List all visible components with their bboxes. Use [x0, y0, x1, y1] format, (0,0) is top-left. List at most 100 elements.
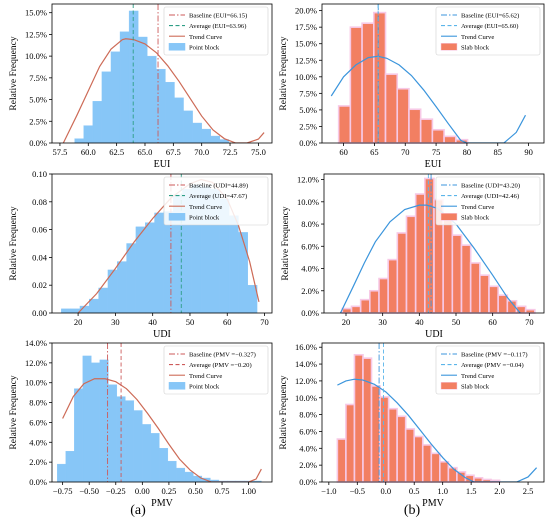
x-tick-label: 62.5 [109, 147, 124, 157]
y-tick-label: 2.0% [29, 457, 47, 467]
legend-swatch [168, 382, 186, 390]
bar-4 [384, 73, 399, 144]
x-tick-label: 67.5 [166, 147, 181, 157]
x-tick-label: 75.0 [251, 147, 266, 157]
y-tick-label: 2.5% [299, 121, 317, 131]
bar-16 [488, 285, 499, 314]
legend-label: Baseline (UDI=44.89) [189, 183, 248, 190]
bar-5 [396, 87, 410, 144]
bar-19 [238, 232, 248, 314]
bar-11 [174, 97, 184, 144]
y-tick-label: 20.0% [295, 6, 317, 16]
legend-label: Trend Curve [189, 204, 222, 211]
legend-box [163, 6, 269, 56]
bar-14 [176, 467, 186, 483]
x-tick-label: 50 [452, 317, 461, 327]
bar-8 [414, 193, 426, 314]
axes-frame [323, 173, 545, 314]
x-tick-label: 0.5 [409, 486, 420, 496]
bar-3 [362, 357, 373, 483]
bar-11 [163, 211, 174, 314]
legend: Baseline (PMV =−0.117) Average (PMV =−0.0… [435, 345, 541, 395]
bar-7 [419, 118, 434, 144]
x-tick-label: 70 [525, 317, 534, 327]
bar-1 [345, 403, 356, 483]
legend-box [435, 176, 541, 226]
y-tick-label: 10.0% [295, 393, 317, 403]
x-tick-label: 50 [186, 317, 195, 327]
bar-11 [442, 213, 454, 314]
x-tick-label: 60 [223, 317, 232, 327]
x-tick-label: 65 [370, 147, 379, 157]
bar-15 [210, 135, 221, 144]
bar-7 [396, 415, 407, 483]
x-tick-label: 60 [488, 317, 497, 327]
x-tick-label: 60 [339, 147, 348, 157]
bar-6 [117, 261, 127, 314]
bar-10 [165, 81, 175, 144]
legend-label: Trend Curve [461, 373, 494, 380]
y-tick-label: 5.0% [299, 105, 317, 115]
x-tick-label: 0.00 [135, 486, 150, 496]
x-tick-label: 40 [415, 317, 424, 327]
bar-3 [101, 71, 112, 144]
bar-18 [228, 215, 239, 314]
bar-2 [74, 388, 84, 483]
y-tick-label: 0.0% [301, 308, 319, 318]
bar-5 [119, 31, 130, 144]
axes-frame [51, 342, 273, 483]
bar-13 [192, 122, 202, 144]
legend-label: Average (UDI=47.67) [189, 193, 247, 200]
y-tick-label: 0.08 [32, 197, 47, 207]
legend-label: Baseline (EUI=66.15) [189, 13, 247, 20]
x-tick-label: 90 [524, 147, 533, 157]
x-axis-label: UDI [153, 329, 171, 340]
panel-label-a: (a) [130, 503, 146, 518]
x-tick-label: −0.25 [106, 486, 126, 496]
bar-9 [424, 177, 435, 314]
x-tick-label: 60.0 [81, 147, 96, 157]
y-tick-label: 14.0% [25, 338, 47, 348]
bar-7 [405, 215, 417, 314]
bar-8 [431, 128, 445, 144]
trend-curve [330, 55, 527, 143]
y-tick-label: 12.5% [25, 29, 47, 39]
x-tick-label: 0.0 [380, 486, 391, 496]
legend-swatch [168, 43, 186, 51]
bar-6 [396, 232, 408, 314]
axes-frame [321, 3, 545, 144]
legend-box [435, 345, 541, 395]
bar-13 [460, 244, 472, 314]
legend-label: Average (UDI=42.46) [461, 193, 519, 200]
bar-11 [430, 452, 441, 483]
x-tick-label: 30 [111, 317, 120, 327]
x-tick-label: 40 [148, 317, 157, 327]
bar-4 [98, 287, 109, 314]
bar-2 [359, 298, 371, 314]
x-tick-label: 70.0 [194, 147, 209, 157]
legend-label: Slab block [461, 214, 490, 221]
trend-curve [62, 38, 265, 143]
x-axis-label: PMV [422, 498, 444, 509]
x-axis-label: PMV [151, 498, 173, 509]
legend-label: Baseline (PMV =−0.327) [189, 352, 256, 359]
bar-7 [126, 243, 137, 314]
x-tick-label: 70 [401, 147, 410, 157]
legend-label: Baseline (EUI=65.62) [461, 13, 519, 20]
legend-label: Point block [189, 44, 220, 51]
bar-3 [369, 289, 380, 314]
y-tick-label: 10.0% [297, 197, 319, 207]
bar-2 [92, 101, 103, 144]
y-tick-label: 4.0% [29, 437, 47, 447]
bar-8 [125, 400, 135, 483]
y-tick-label: 15.0% [25, 8, 47, 18]
legend-label: Trend Curve [189, 373, 222, 380]
legend-label: Trend Curve [461, 34, 494, 41]
trend-curve [337, 378, 538, 482]
bar-17 [497, 294, 509, 314]
y-tick-label: 10.0% [25, 51, 47, 61]
y-tick-label: 6.0% [299, 426, 317, 436]
y-tick-label: 0.00 [32, 308, 47, 318]
y-tick-label: 6.0% [301, 241, 319, 251]
legend: Baseline (UDI=44.89) Average (UDI=47.67) T… [163, 176, 269, 226]
